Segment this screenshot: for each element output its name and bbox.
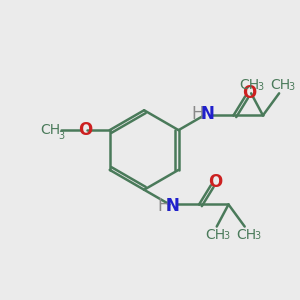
Text: CH: CH — [271, 78, 291, 92]
Text: H: H — [191, 105, 204, 123]
Text: CH: CH — [240, 78, 260, 92]
Text: CH: CH — [205, 228, 225, 242]
Text: H: H — [157, 197, 169, 215]
Text: O: O — [78, 121, 92, 139]
Text: 3: 3 — [58, 131, 65, 141]
Text: N: N — [200, 105, 214, 123]
Text: CH: CH — [236, 228, 256, 242]
Text: 3: 3 — [223, 231, 229, 241]
Text: 3: 3 — [288, 82, 295, 92]
Text: CH: CH — [41, 123, 61, 137]
Text: 3: 3 — [254, 231, 260, 241]
Text: O: O — [242, 84, 256, 102]
Text: N: N — [166, 197, 179, 215]
Text: O: O — [208, 173, 222, 191]
Text: 3: 3 — [257, 82, 264, 92]
